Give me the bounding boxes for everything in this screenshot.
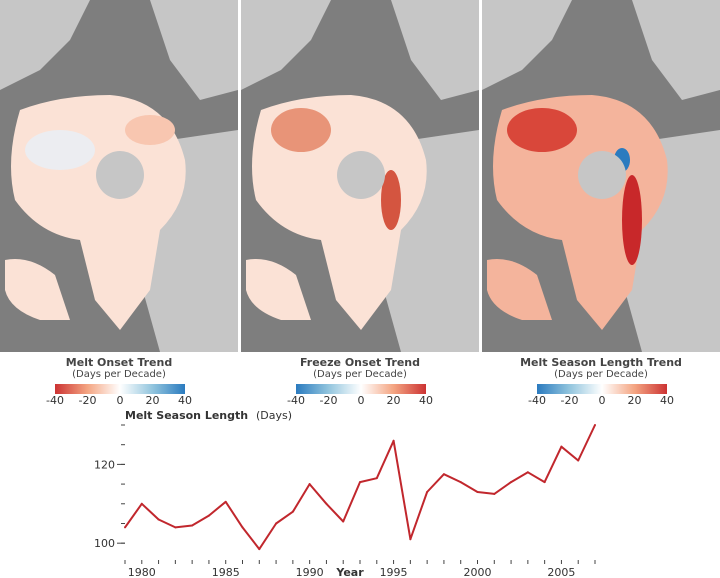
sea-ice-patch: [507, 108, 577, 152]
legend-tick: 20: [145, 394, 160, 407]
chart-axes: 100 120 1980 1985 1990 1995 2000 2005: [94, 424, 596, 578]
chart-title-main: Melt Season Length: [125, 409, 248, 422]
sea-ice-patch: [125, 115, 175, 145]
map-melt-onset-svg: [0, 0, 238, 352]
map-melt-onset-trend: [0, 0, 238, 352]
legend-tick: -40: [287, 394, 305, 407]
legend-tick: 0: [598, 394, 606, 407]
chart-title-unit: (Days): [256, 409, 292, 422]
land-mass: [150, 0, 238, 100]
map-freeze-onset-trend: [241, 0, 479, 352]
legend-tick: 0: [357, 394, 365, 407]
map-freeze-onset-svg: [241, 0, 479, 352]
x-tick-label: 1980: [128, 566, 156, 578]
legend-tick: 40: [178, 394, 192, 407]
sea-ice: [246, 259, 311, 320]
legend-color-bar: [537, 384, 667, 394]
legend-ticks: -40 -20 0 20 40: [0, 394, 238, 408]
legend-melt-onset: Melt Onset Trend (Days per Decade) -40 -…: [0, 356, 238, 407]
sea-ice-patch: [381, 170, 401, 230]
land-mass: [241, 0, 331, 90]
y-tick-label: 100: [94, 537, 115, 550]
x-tick-label: 1995: [380, 566, 408, 578]
y-tick-label: 120: [94, 458, 115, 471]
x-tick-label: 2005: [547, 566, 575, 578]
legend-ticks: -40 -20 0 20 40: [241, 394, 479, 408]
x-tick-label: 1990: [296, 566, 324, 578]
sea-ice: [5, 259, 70, 320]
legend-tick: 20: [386, 394, 401, 407]
legend-tick: -20: [560, 394, 579, 407]
sea-ice: [252, 95, 427, 330]
legend-title: Melt Onset Trend: [65, 356, 173, 369]
legend-tick: -20: [78, 394, 97, 407]
chart-title: Melt Season Length (Days): [125, 409, 292, 422]
pole-hole: [578, 151, 626, 199]
melt-season-length-chart: Melt Season Length (Days) 100 120 1980 1985…: [94, 409, 596, 578]
x-tick-label: 1985: [212, 566, 240, 578]
land-mass: [391, 0, 479, 100]
land-mass: [482, 0, 572, 90]
legend-title: Freeze Onset Trend: [299, 356, 420, 369]
legend-freeze-onset: Freeze Onset Trend (Days per Decade) -40…: [241, 356, 479, 407]
legend-tick: -40: [528, 394, 546, 407]
sea-ice-patch: [25, 130, 95, 170]
map-season-length-svg: [482, 0, 720, 352]
land-mass: [632, 0, 720, 100]
legend-subtitle: (Days per Decade): [313, 369, 407, 380]
legend-color-bar: [55, 384, 185, 394]
sea-ice-patch: [271, 108, 331, 152]
legend-tick: 0: [116, 394, 124, 407]
legend-tick: 40: [660, 394, 674, 407]
legend-title: Melt Season Length Trend: [520, 356, 682, 369]
legend-tick: 40: [419, 394, 433, 407]
legend-subtitle: (Days per Decade): [72, 369, 166, 380]
sea-ice: [487, 259, 552, 320]
legend-subtitle: (Days per Decade): [554, 369, 648, 380]
x-axis-label: Year: [335, 566, 364, 578]
pole-hole: [337, 151, 385, 199]
sea-ice-patch: [622, 175, 642, 265]
legend-color-bar: [296, 384, 426, 394]
legend-season-length: Melt Season Length Trend (Days per Decad…: [482, 356, 720, 407]
series-line: [124, 424, 596, 551]
legend-tick: 20: [627, 394, 642, 407]
legend-ticks: -40 -20 0 20 40: [482, 394, 720, 408]
pole-hole: [96, 151, 144, 199]
x-tick-label: 2000: [464, 566, 492, 578]
map-melt-season-length-trend: [482, 0, 720, 352]
legend-tick: -20: [319, 394, 338, 407]
land-mass: [0, 0, 90, 90]
legend-tick: -40: [46, 394, 64, 407]
